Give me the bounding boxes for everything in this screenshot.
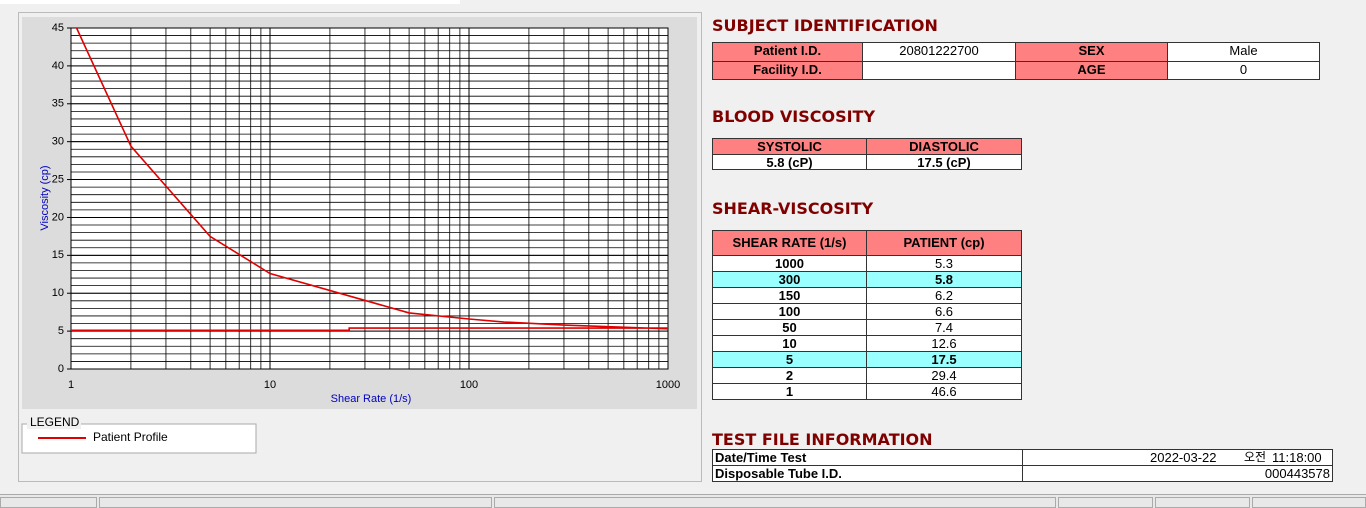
table-cell: 1000 [712,255,867,272]
label-cell: Patient I.D. [712,42,863,62]
table-cell: 6.6 [866,303,1022,320]
header-cell: SHEAR RATE (1/s) [712,230,867,256]
table-cell: 6.2 [866,287,1022,304]
grid: 0 5 10 15 20 25 30 35 40 45 1 10 100 1000 [52,22,680,391]
status-panel [99,497,492,508]
legend-title-bg [27,417,81,429]
time: 11:18:00 [1272,450,1322,465]
x-tick-label: 10 [264,379,276,391]
table-cell: 150 [712,287,867,304]
chart-panel [18,12,702,482]
table-cell: 5.3 [866,255,1022,272]
series-group [71,28,668,332]
section-title: BLOOD VISCOSITY [712,107,876,126]
y-tick-label: 10 [52,287,64,299]
plot-border [70,27,669,370]
table-cell: 12.6 [866,335,1022,352]
y-tick-label: 30 [52,136,64,148]
header-cell: PATIENT (cp) [866,230,1022,256]
x-tick-label: 1 [68,379,74,391]
table-cell: 29.4 [866,367,1022,384]
status-panel [1155,497,1250,508]
y-tick-label: 45 [52,22,64,34]
value-cell: 0 [1167,61,1320,80]
y-axis-label: Viscosity (cp) [39,165,51,230]
value-cell: Male [1167,42,1320,62]
value-cell: 000443578 [1022,465,1333,482]
y-tick-label: 5 [58,325,64,337]
status-panel [0,497,97,508]
table-cell: 5.8 [866,271,1022,288]
x-axis-label: Shear Rate (1/s) [331,393,412,405]
table-cell: 300 [712,271,867,288]
section-title: TEST FILE INFORMATION [712,430,933,449]
y-tick-label: 0 [58,363,64,375]
status-panel [1252,497,1366,508]
table-cell: 46.6 [866,383,1022,400]
table-cell: 2 [712,367,867,384]
legend-title: LEGEND [30,415,80,429]
y-tick-label: 40 [52,60,64,72]
header-cell: SYSTOLIC [712,138,867,155]
x-tick-label: 1000 [656,379,680,391]
label-cell: Facility I.D. [712,61,863,80]
chart: 0 5 10 15 20 25 30 35 40 45 1 10 100 1000 Shear Rate … [21,17,697,454]
value-cell: 5.8 (cP) [712,154,867,170]
y-tick-label: 20 [52,211,64,223]
label-cell: AGE [1015,61,1168,80]
y-tick-label: 25 [52,173,64,185]
table-cell: 10 [712,335,867,352]
value-cell [862,61,1016,80]
table-cell: 5 [712,351,867,368]
status-panel [494,497,1056,508]
y-tick-label: 35 [52,98,64,110]
header-cell: DIASTOLIC [866,138,1022,155]
table-cell: 50 [712,319,867,336]
table-cell: 100 [712,303,867,320]
label-cell: SEX [1015,42,1168,62]
label-cell: Disposable Tube I.D. [712,465,1023,482]
x-tick-label: 100 [460,379,478,391]
value-cell: 20801222700 [862,42,1016,62]
table-cell: 17.5 [866,351,1022,368]
status-panel [1058,497,1153,508]
section-title: SHEAR-VISCOSITY [712,199,874,218]
table-cell: 7.4 [866,319,1022,336]
top-bar [0,0,460,4]
ampm: 오전 [1244,450,1267,464]
date: 2022-03-22 [1150,450,1217,465]
section-title: SUBJECT IDENTIFICATION [712,16,938,35]
value-cell: 17.5 (cP) [866,154,1022,170]
y-tick-label: 15 [52,249,64,261]
table-cell: 1 [712,383,867,400]
series-line [71,28,668,332]
label-cell: Date/Time Test [712,449,1023,466]
plot-area [71,28,668,369]
legend-label: Patient Profile [93,430,168,444]
